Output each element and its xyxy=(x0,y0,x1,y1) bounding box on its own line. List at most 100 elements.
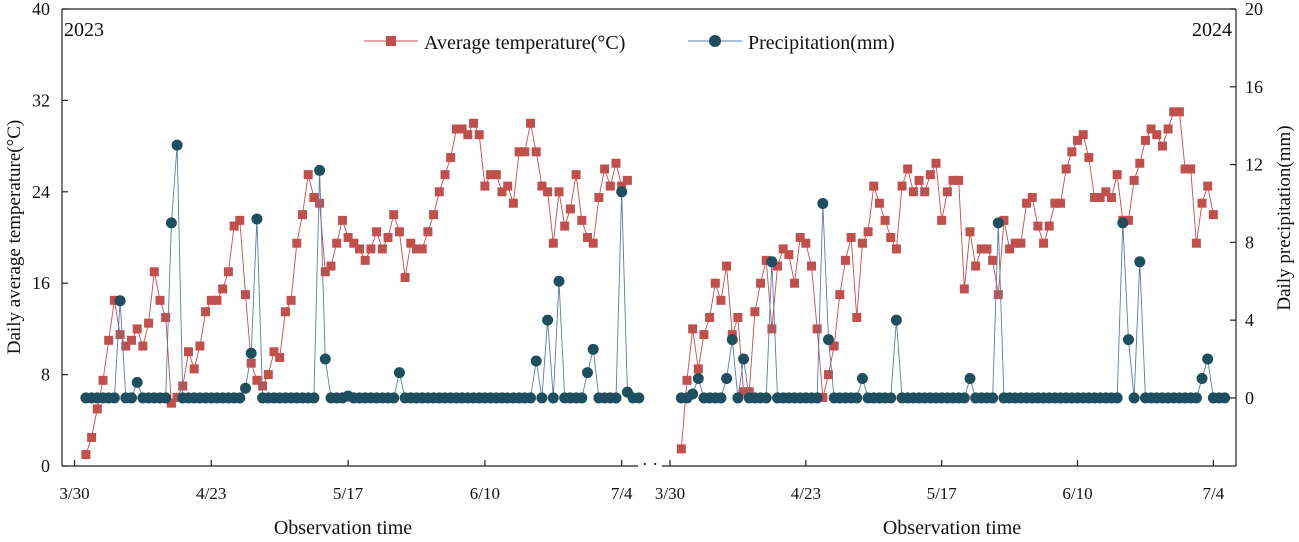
temperature-point-2023 xyxy=(440,170,450,180)
y-right-tick-label: 12 xyxy=(1245,155,1263,175)
temperature-point-2023 xyxy=(526,118,535,128)
temperature-point-2024 xyxy=(744,387,754,397)
x-tick-label-2023: 4/23 xyxy=(196,484,226,503)
temperature-point-2023 xyxy=(417,244,427,254)
temperature-point-2024 xyxy=(1095,193,1105,203)
x-label-2023: Observation time xyxy=(274,517,412,539)
temperature-point-2023 xyxy=(189,364,199,374)
precipitation-point-2023 xyxy=(131,376,143,388)
precipitation-point-2023 xyxy=(610,392,622,404)
precipitation-point-2024 xyxy=(992,217,1004,229)
temperature-point-2024 xyxy=(818,392,828,402)
y-right-tick-label: 4 xyxy=(1245,310,1254,330)
temperature-point-2024 xyxy=(1078,130,1088,140)
temperature-point-2023 xyxy=(406,238,416,248)
x-tick-label-2024: 4/23 xyxy=(791,484,821,503)
temperature-point-2023 xyxy=(92,404,102,414)
temperature-point-2024 xyxy=(1152,130,1162,140)
temperature-point-2023 xyxy=(594,193,604,203)
temperature-point-2023 xyxy=(537,181,547,191)
temperature-point-2023 xyxy=(166,398,176,408)
temperature-point-2024 xyxy=(1169,107,1179,117)
temperature-point-2024 xyxy=(925,170,935,180)
temperature-point-2023 xyxy=(320,267,330,277)
temperature-point-2024 xyxy=(1163,124,1173,134)
temperature-point-2024 xyxy=(1197,198,1207,208)
temperature-point-2024 xyxy=(688,324,698,334)
precipitation-point-2024 xyxy=(987,392,999,404)
precipitation-point-2023 xyxy=(171,139,183,151)
x-label-2024: Observation time xyxy=(883,517,1021,539)
temperature-point-2024 xyxy=(710,278,720,288)
temperature-point-2023 xyxy=(583,233,592,242)
temperature-point-2023 xyxy=(457,124,467,134)
temperature-point-2023 xyxy=(144,318,154,328)
temperature-point-2023 xyxy=(434,187,444,197)
temperature-point-2023 xyxy=(389,210,399,220)
temperature-point-2024 xyxy=(733,312,743,322)
temperature-point-2024 xyxy=(750,307,760,317)
precipitation-point-2023 xyxy=(160,392,172,404)
precipitation-point-2024 xyxy=(687,388,699,400)
temperature-point-2023 xyxy=(303,170,313,180)
temperature-point-2024 xyxy=(863,227,873,237)
precipitation-point-2023 xyxy=(308,392,320,404)
temperature-point-2024 xyxy=(886,233,896,242)
y-left-tick-label: 16 xyxy=(32,273,50,293)
temperature-point-2023 xyxy=(514,147,524,157)
temperature-point-2024 xyxy=(1123,215,1133,225)
year-label-2023: 2023 xyxy=(64,19,104,41)
precipitation-point-2024 xyxy=(1134,256,1146,268)
precipitation-point-2023 xyxy=(633,392,645,404)
precipitation-point-2024 xyxy=(715,392,727,404)
temperature-point-2024 xyxy=(1129,175,1139,185)
temperature-point-2024 xyxy=(795,233,805,242)
x-tick-label-2024: 7/4 xyxy=(1202,484,1224,503)
temperature-point-2023 xyxy=(446,153,456,163)
precipitation-point-2024 xyxy=(1128,392,1140,404)
precipitation-point-2023 xyxy=(126,392,137,404)
temperature-point-2023 xyxy=(565,204,575,214)
temperature-point-2023 xyxy=(577,215,587,225)
precipitation-point-2023 xyxy=(536,392,548,404)
year-label-2024: 2024 xyxy=(1192,19,1232,41)
temperature-point-2023 xyxy=(600,164,610,174)
temperature-point-2024 xyxy=(954,175,964,185)
y-right-tick-label: 16 xyxy=(1245,77,1263,97)
precipitation-point-2023 xyxy=(547,392,559,404)
temperature-point-2023 xyxy=(218,284,228,294)
precipitation-point-2023 xyxy=(616,186,628,198)
temperature-point-2023 xyxy=(349,238,359,248)
temperature-point-2023 xyxy=(503,181,513,191)
temperature-point-2023 xyxy=(571,170,581,180)
temperature-point-2023 xyxy=(87,432,97,442)
precipitation-point-2024 xyxy=(1202,353,1214,365)
temperature-point-2023 xyxy=(286,295,296,305)
temperature-point-2024 xyxy=(891,244,901,254)
temperature-point-2024 xyxy=(790,278,800,288)
temperature-point-2024 xyxy=(1044,221,1054,231)
precipitation-point-2024 xyxy=(890,314,902,326)
y-right-tick-label: 8 xyxy=(1245,232,1254,252)
temperature-point-2024 xyxy=(1084,153,1094,163)
temperature-point-2023 xyxy=(229,221,239,231)
temperature-point-2024 xyxy=(976,244,986,254)
legend: Average temperature(°C) Precipitation(mm… xyxy=(364,32,895,54)
temperature-point-2024 xyxy=(852,312,862,322)
temperature-point-2024 xyxy=(801,238,811,248)
temperature-point-2024 xyxy=(823,370,833,380)
temperature-point-2023 xyxy=(355,244,364,254)
series-layer xyxy=(80,107,1231,460)
temperature-point-2024 xyxy=(1101,187,1111,197)
temperature-point-2023 xyxy=(548,238,558,248)
precipitation-point-2024 xyxy=(766,256,778,268)
temperature-point-2024 xyxy=(1203,181,1213,191)
temperature-point-2024 xyxy=(999,215,1009,225)
temperature-point-2023 xyxy=(246,358,256,368)
temperature-point-2023 xyxy=(372,227,382,237)
legend-temp-label: Average temperature(°C) xyxy=(424,32,625,54)
temperature-point-2023 xyxy=(280,307,290,317)
temperature-point-2023 xyxy=(326,261,336,271)
temperature-point-2024 xyxy=(931,158,941,168)
temperature-point-2024 xyxy=(1056,198,1066,208)
